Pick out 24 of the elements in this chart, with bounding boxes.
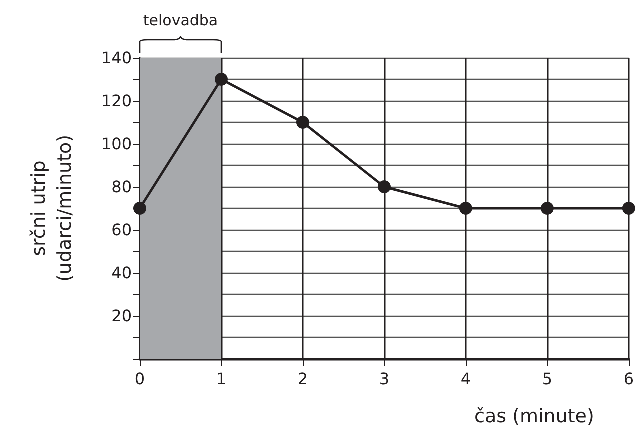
x-tick-label: 2 [298,370,308,388]
y-tick-label: 80 [112,178,132,196]
y-tick-label: 60 [112,220,132,240]
y-tick-label: 40 [112,264,132,282]
y-tick-label: 120 [101,92,132,110]
point [215,73,228,86]
x-tick-label: 6 [624,370,634,388]
band-label: telovadba [143,12,218,30]
y-tick-label: 140 [101,48,132,68]
point [622,202,636,215]
y-axis-title: srčni utrip (udarci/minuto) [28,134,76,282]
point [134,202,146,215]
x-tick-label: 5 [542,370,553,388]
point [459,202,472,215]
y-tick-label: 20 [112,306,132,326]
point [540,202,554,215]
x-tick-label: 4 [460,370,472,388]
x-axis-title: čas (minute) [474,406,594,428]
x-tick-label: 1 [216,370,227,388]
x-tick-label: 3 [379,370,390,388]
point [296,116,310,129]
x-tick-label: 0 [134,370,146,388]
y-tick-label: 100 [101,134,132,154]
point [378,180,391,194]
